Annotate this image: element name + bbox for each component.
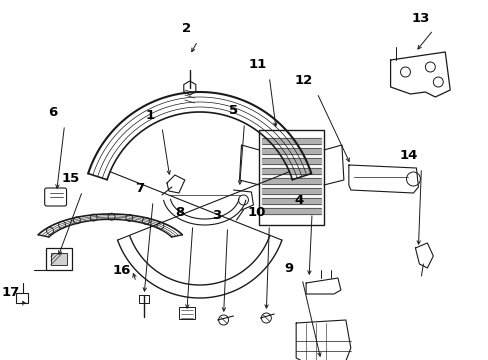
Circle shape [261, 313, 271, 323]
Circle shape [73, 217, 80, 224]
Text: 2: 2 [182, 22, 191, 35]
Circle shape [406, 172, 420, 186]
Bar [179, 307, 194, 319]
Circle shape [432, 77, 442, 87]
Text: 3: 3 [212, 208, 221, 221]
Circle shape [142, 217, 149, 224]
Text: 16: 16 [113, 264, 131, 276]
Text: 5: 5 [228, 104, 238, 117]
Circle shape [46, 228, 53, 234]
Bar [16, 293, 28, 303]
Circle shape [218, 315, 228, 325]
Bar [259, 130, 324, 225]
Circle shape [400, 67, 409, 77]
Text: 9: 9 [284, 261, 293, 274]
Text: 12: 12 [294, 73, 313, 86]
Text: 4: 4 [294, 194, 303, 207]
Circle shape [59, 221, 65, 228]
Circle shape [425, 62, 434, 72]
Circle shape [125, 214, 133, 221]
Text: 15: 15 [61, 171, 80, 185]
Circle shape [157, 222, 163, 229]
Text: 1: 1 [145, 108, 154, 122]
Circle shape [108, 213, 115, 220]
Text: 13: 13 [410, 12, 429, 24]
Text: 7: 7 [135, 181, 144, 194]
Text: 6: 6 [48, 105, 57, 118]
Circle shape [238, 195, 248, 205]
Text: 8: 8 [175, 206, 184, 219]
Bar [51, 253, 66, 265]
FancyBboxPatch shape [44, 188, 66, 206]
Circle shape [90, 214, 97, 221]
Text: 17: 17 [2, 285, 20, 298]
Text: 10: 10 [247, 206, 265, 219]
Text: 14: 14 [399, 149, 417, 162]
Bar [45, 248, 71, 270]
Text: 11: 11 [248, 58, 266, 71]
